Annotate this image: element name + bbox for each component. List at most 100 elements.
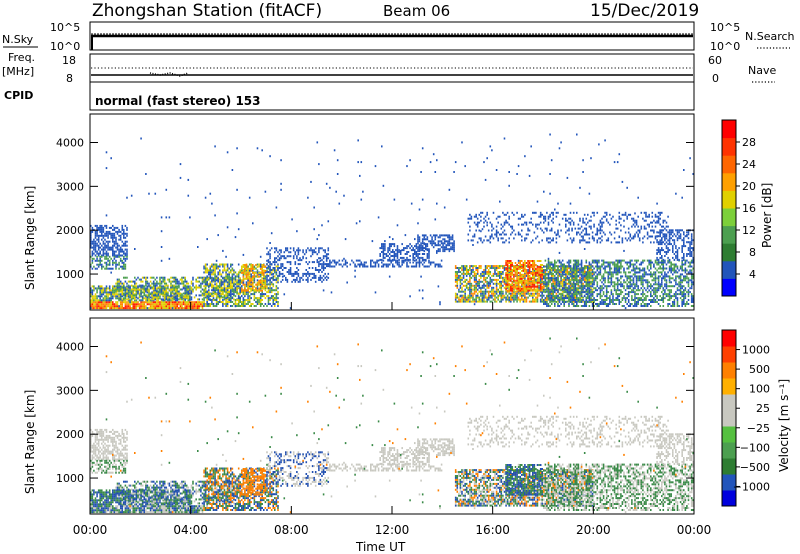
power-cell xyxy=(497,282,499,285)
power-cell xyxy=(266,280,268,283)
power-cell xyxy=(585,299,588,301)
power-cell xyxy=(123,250,125,253)
power-cell xyxy=(492,282,495,285)
power-cell xyxy=(148,294,150,297)
power-cell xyxy=(104,255,106,258)
power-cell xyxy=(547,281,550,284)
power-cell xyxy=(223,298,226,301)
power-cell xyxy=(259,275,262,278)
power-cell xyxy=(506,265,509,268)
power-cell xyxy=(305,261,308,264)
power-cell xyxy=(550,297,553,300)
power-cell xyxy=(269,257,271,260)
power-cell xyxy=(97,238,100,241)
power-cell xyxy=(215,293,218,296)
power-cell xyxy=(247,291,249,294)
power-cell xyxy=(481,292,484,295)
power-cell xyxy=(580,283,583,286)
power-cell xyxy=(124,224,127,227)
power-cell xyxy=(495,265,498,268)
power-cell xyxy=(214,283,216,286)
power-cell xyxy=(113,285,116,288)
power-cell xyxy=(129,285,131,288)
power-cell xyxy=(281,278,284,281)
power-cell xyxy=(130,301,133,304)
power-cell xyxy=(552,265,554,268)
power-cell xyxy=(322,278,325,281)
power-cell xyxy=(580,305,583,307)
power-cell xyxy=(261,291,263,294)
power-cell xyxy=(296,257,298,260)
power-cell xyxy=(521,273,523,276)
power-cell xyxy=(119,250,122,253)
power-cell xyxy=(208,289,210,292)
power-cell xyxy=(252,267,254,270)
power-cell xyxy=(590,299,592,301)
power-cell xyxy=(554,274,556,277)
power-cell xyxy=(549,305,551,307)
power-cell xyxy=(601,303,603,305)
power-cell xyxy=(374,261,377,264)
power-cell xyxy=(544,297,547,300)
power-cell xyxy=(577,287,580,290)
power-cell xyxy=(285,257,287,260)
power-cell xyxy=(577,263,580,266)
power-cell xyxy=(102,254,105,257)
power-cell xyxy=(181,305,183,308)
power-cell xyxy=(209,271,212,274)
power-cell xyxy=(278,257,281,260)
power-cell xyxy=(571,271,573,274)
power-cell xyxy=(322,255,325,258)
power-cell xyxy=(543,269,545,272)
power-cell xyxy=(277,255,279,258)
power-cell xyxy=(396,251,399,253)
power-cell xyxy=(297,253,300,256)
power-cell xyxy=(599,295,602,298)
power-cell xyxy=(108,248,111,251)
power-cell xyxy=(94,240,97,243)
power-cell xyxy=(601,277,603,280)
power-cell xyxy=(167,305,169,308)
power-cell xyxy=(550,292,553,295)
power-cell xyxy=(129,291,131,294)
power-cell xyxy=(126,287,128,290)
power-cell xyxy=(561,267,564,269)
power-cell xyxy=(105,240,108,243)
power-cell xyxy=(499,276,501,279)
power-cell xyxy=(226,301,229,303)
power-cell xyxy=(443,242,446,245)
power-cell xyxy=(591,272,594,275)
power-cell xyxy=(211,283,213,286)
power-cell xyxy=(187,301,190,304)
power-cell xyxy=(230,280,232,283)
power-cell xyxy=(527,292,529,295)
power-cell xyxy=(392,263,394,266)
power-cell xyxy=(252,279,254,282)
power-cell xyxy=(563,283,565,286)
power-cell xyxy=(521,260,523,262)
power-cell xyxy=(270,305,273,307)
power-cell xyxy=(113,226,116,229)
power-cell xyxy=(107,254,109,257)
power-cell xyxy=(577,261,580,264)
power-cell xyxy=(458,267,460,269)
power-cell xyxy=(302,278,304,281)
power-cell xyxy=(160,288,163,291)
power-cell xyxy=(500,288,503,291)
power-cell xyxy=(119,305,122,308)
power-cell xyxy=(187,282,190,285)
power-cell xyxy=(417,248,419,251)
power-cell xyxy=(223,287,226,290)
power-cell xyxy=(451,246,454,249)
power-cell xyxy=(470,294,473,297)
power-cell xyxy=(121,261,124,264)
power-cell xyxy=(552,277,554,280)
power-cell xyxy=(475,267,477,269)
power-cell xyxy=(241,267,243,270)
power-cell xyxy=(598,261,600,264)
power-cell xyxy=(547,279,550,282)
power-cell xyxy=(96,295,98,298)
power-cell xyxy=(292,272,295,275)
power-cell xyxy=(506,298,509,301)
power-cell xyxy=(487,296,490,299)
